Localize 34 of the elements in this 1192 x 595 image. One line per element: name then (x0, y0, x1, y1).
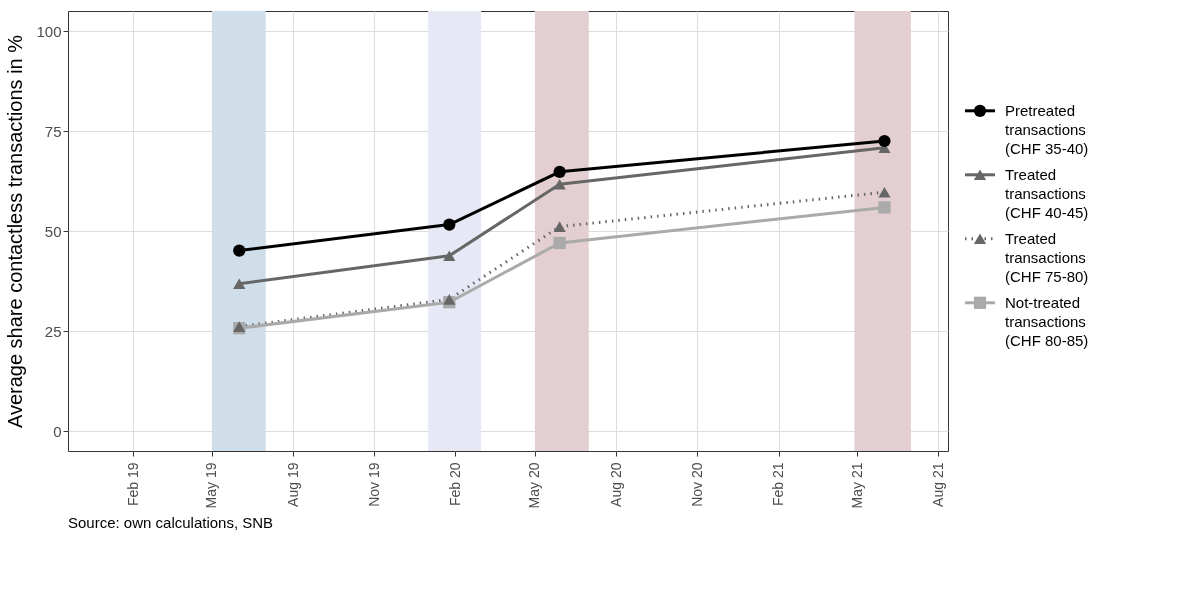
point (553, 165, 566, 178)
x-tick-label: Aug 21 (929, 462, 946, 507)
y-tick-label: 25 (44, 322, 62, 340)
x-tick-label: May 20 (526, 462, 543, 509)
x-tick-label: May 21 (848, 462, 865, 509)
point (553, 178, 566, 190)
x-tick-label: Feb 19 (124, 462, 141, 507)
point (878, 186, 891, 198)
y-tick-label: 50 (44, 222, 62, 240)
y-tick-label: 75 (44, 122, 62, 140)
x-tick-label: Feb 21 (770, 462, 787, 507)
legend-label: Treated transactions (CHF 75-80) (1005, 229, 1089, 285)
x-tick-label: Aug 20 (607, 462, 624, 507)
y-axis-title: Average share contactless transactions in % (4, 34, 27, 429)
x-tick-label: Nov 19 (365, 462, 382, 507)
x-tick-label: May 19 (203, 462, 220, 509)
x-tick-label: Feb 20 (446, 462, 463, 507)
point (878, 201, 891, 214)
point (553, 221, 566, 232)
point (443, 294, 456, 305)
y-tick-label: 100 (36, 22, 62, 40)
point (878, 134, 891, 148)
x-tick-label: Aug 19 (284, 462, 301, 507)
source-note: Source: own calculations, SNB (68, 514, 274, 532)
y-tick-label: 0 (53, 422, 62, 440)
legend-label: Treated transactions (CHF 40-45) (1005, 165, 1089, 221)
x-tick-label: Nov 20 (688, 462, 705, 507)
point (233, 244, 246, 257)
point (233, 278, 246, 290)
legend-label: Pretreated transactions (CHF 35-40) (1005, 101, 1089, 157)
point (553, 236, 566, 250)
legend-label: Not-treated transactions (CHF 80-85) (1005, 293, 1089, 349)
point (443, 218, 456, 231)
point (443, 250, 456, 262)
